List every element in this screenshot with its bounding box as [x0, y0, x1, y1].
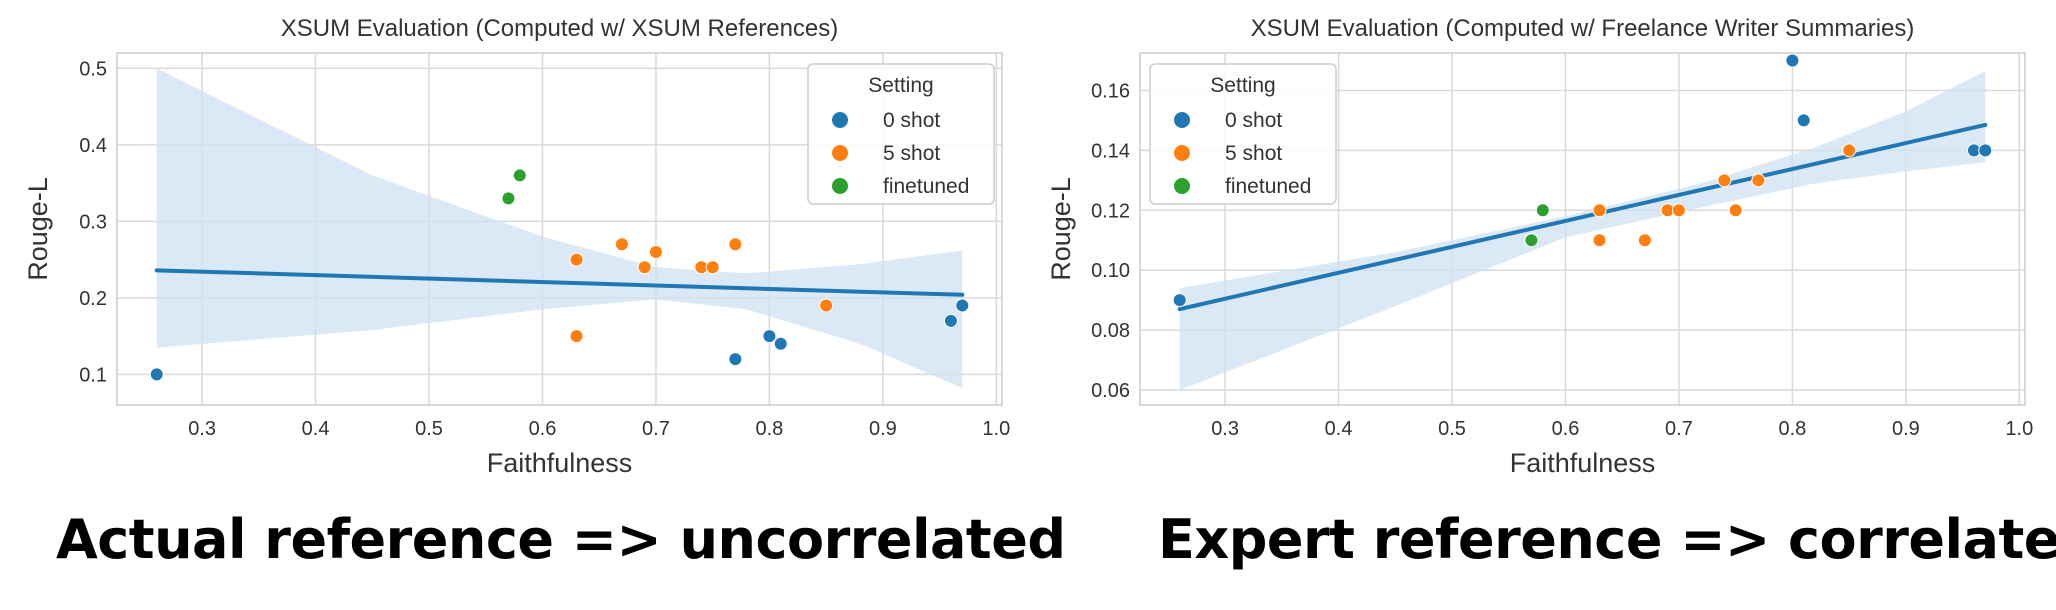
legend: Setting 0 shot 5 shot finetuned [807, 63, 995, 205]
x-tick-label: 0.5 [415, 418, 443, 440]
legend: Setting 0 shot 5 shot finetuned [1149, 63, 1337, 205]
legend-entry-label: 0 shot [883, 109, 940, 132]
data-point-five-shot [728, 237, 743, 252]
data-point-five-shot [705, 260, 720, 275]
legend-entry-label: 5 shot [883, 142, 940, 165]
x-tick-label: 0.4 [1325, 418, 1353, 440]
data-point-zero-shot [728, 352, 743, 367]
data-point-zero-shot [773, 336, 788, 351]
plot-frame [1139, 52, 2026, 406]
legend-marker-five-shot [1174, 145, 1190, 161]
data-point-finetuned [1535, 203, 1550, 218]
y-axis-label: Rouge-L [23, 177, 53, 281]
y-tick-label: 0.3 [79, 211, 107, 233]
data-point-zero-shot [943, 313, 958, 328]
legend-box [807, 63, 995, 205]
legend-entry-label: 0 shot [1225, 109, 1282, 132]
y-tick-label: 0.06 [1091, 380, 1130, 402]
chart-right: 0.3 0.4 0.5 0.6 0.7 0.8 0.9 1.0 0.06 0.08 0.10 0.12… [1046, 15, 2033, 478]
caption-right: Expert reference => correlated [1158, 508, 2056, 571]
y-tick-label: 0.16 [1091, 80, 1130, 102]
y-tick-label: 0.10 [1091, 260, 1130, 282]
caption-left: Actual reference => uncorrelated [56, 508, 1066, 571]
x-tick-label: 0.6 [1552, 418, 1580, 440]
data-point-zero-shot [1785, 53, 1800, 68]
data-point-five-shot [637, 260, 652, 275]
x-tick-label: 0.4 [302, 418, 330, 440]
data-point-zero-shot [1796, 113, 1811, 128]
legend-marker-five-shot [832, 145, 848, 161]
data-point-five-shot [569, 329, 584, 344]
confidence-band [156, 68, 963, 389]
x-tick-label: 0.8 [1778, 418, 1806, 440]
data-point-zero-shot [149, 367, 164, 382]
chart-title: XSUM Evaluation (Computed w/ Freelance W… [1251, 15, 1915, 42]
chart-left: 0.3 0.4 0.5 0.6 0.7 0.8 0.9 1.0 0.1 0.2 0.3 0.4 0.5 X… [23, 15, 1010, 478]
legend-title: Setting [1210, 74, 1275, 97]
data-point-five-shot [819, 298, 834, 313]
legend-marker-finetuned [1174, 178, 1190, 194]
x-tick-label: 0.6 [529, 418, 557, 440]
data-point-five-shot [1842, 143, 1857, 158]
confidence-band [1179, 71, 1986, 390]
legend-entry-label: finetuned [1225, 175, 1311, 198]
legend-marker-finetuned [832, 178, 848, 194]
plot-frame [116, 52, 1003, 406]
y-tick-label: 0.08 [1091, 320, 1130, 342]
y-tick-label: 0.5 [79, 58, 107, 80]
data-point-zero-shot [762, 329, 777, 344]
legend-title: Setting [868, 74, 933, 97]
data-point-five-shot [569, 252, 584, 267]
legend-marker-zero-shot [1174, 112, 1190, 128]
chart-title: XSUM Evaluation (Computed w/ XSUM Refere… [281, 15, 839, 42]
y-tick-label: 0.14 [1091, 140, 1130, 162]
x-tick-label: 0.3 [188, 418, 216, 440]
y-tick-label: 0.1 [79, 364, 107, 386]
legend-box [1149, 63, 1337, 205]
data-point-finetuned [501, 191, 516, 206]
x-tick-label: 1.0 [2005, 418, 2033, 440]
y-axis-label: Rouge-L [1046, 177, 1076, 281]
x-tick-label: 0.9 [1892, 418, 1920, 440]
x-tick-label: 1.0 [982, 418, 1010, 440]
legend-entry-label: 5 shot [1225, 142, 1282, 165]
y-tick-label: 0.2 [79, 288, 107, 310]
data-point-finetuned [512, 168, 527, 183]
data-point-five-shot [1592, 203, 1607, 218]
data-point-zero-shot [1978, 143, 1993, 158]
y-tick-label: 0.12 [1091, 200, 1130, 222]
data-point-finetuned [1524, 233, 1539, 248]
data-point-five-shot [1671, 203, 1686, 218]
data-point-five-shot [1637, 233, 1652, 248]
x-tick-label: 0.5 [1438, 418, 1466, 440]
data-point-five-shot [648, 244, 663, 259]
x-axis-label: Faithfulness [1510, 448, 1656, 478]
x-tick-label: 0.7 [642, 418, 670, 440]
x-axis-label: Faithfulness [487, 448, 633, 478]
data-point-five-shot [1751, 173, 1766, 188]
data-point-five-shot [1592, 233, 1607, 248]
data-point-five-shot [1728, 203, 1743, 218]
data-point-zero-shot [955, 298, 970, 313]
x-tick-label: 0.9 [869, 418, 897, 440]
x-tick-label: 0.8 [755, 418, 783, 440]
data-point-zero-shot [1172, 293, 1187, 308]
x-tick-label: 0.7 [1665, 418, 1693, 440]
y-tick-label: 0.4 [79, 135, 107, 157]
x-tick-label: 0.3 [1211, 418, 1239, 440]
legend-entry-label: finetuned [883, 175, 969, 198]
data-point-five-shot [1717, 173, 1732, 188]
legend-marker-zero-shot [832, 112, 848, 128]
data-point-five-shot [614, 237, 629, 252]
regression-line [154, 268, 965, 297]
